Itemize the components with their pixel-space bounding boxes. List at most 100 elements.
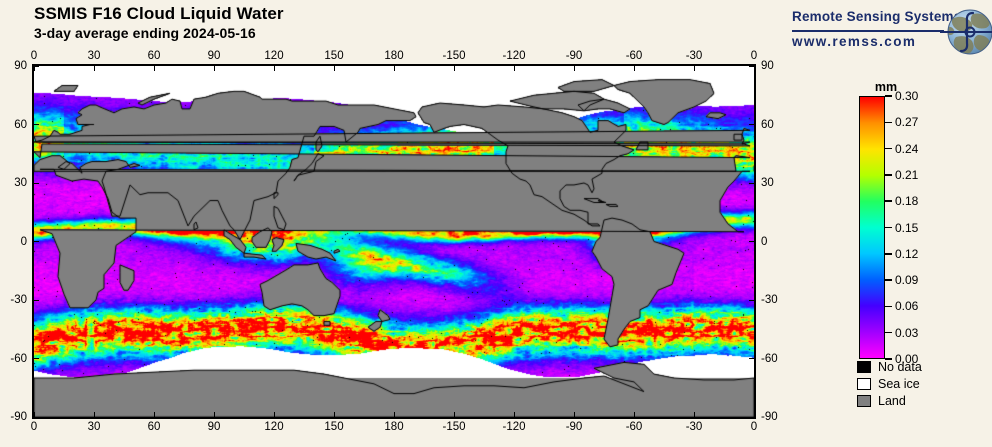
lon-tick [693,66,695,71]
lat-axis-label: -30 [761,294,778,306]
legend-swatch [857,360,871,373]
colorbar-tick [885,305,892,308]
lon-axis-label: -120 [502,50,526,62]
lon-axis-label: -60 [625,421,643,433]
lon-tick [453,412,455,417]
colorbar-tick-label: 0.24 [895,141,919,156]
lon-tick [333,66,335,71]
colorbar-tick-label: 0.03 [895,325,919,340]
lon-axis-label: -30 [685,421,703,433]
colorbar-tick-label: 0.30 [895,89,919,103]
legend-label: No data [878,359,922,374]
lat-tick [749,241,754,242]
lat-tick [34,241,39,242]
lon-axis-label: 30 [87,421,101,433]
lon-tick [453,66,455,71]
lon-axis-label: -120 [502,421,526,433]
brand-url[interactable]: www.remss.com [792,34,917,49]
colorbar-unit-label: mm [874,80,898,94]
lon-axis-label: 90 [207,421,221,433]
map-legend-key: No data Sea ice Land [857,358,922,409]
lon-tick [573,412,575,417]
lon-axis-label: -90 [565,421,583,433]
lon-axis-label: 120 [264,421,284,433]
map-plot-area[interactable] [32,64,756,419]
legend-swatch [857,394,871,407]
lat-tick [34,65,39,67]
lat-tick [749,416,754,418]
lat-axis-label: -60 [10,352,27,365]
colorbar-tick [885,253,892,255]
colorbar-tick [885,226,892,229]
cloud-liquid-water-heatmap [34,66,754,417]
lon-tick [693,412,695,417]
lat-axis-label: -60 [761,352,778,365]
lat-tick [34,416,39,418]
lat-tick [749,65,754,67]
lon-tick [633,66,635,71]
colorbar-tick [885,358,892,360]
lon-axis-label: 60 [147,421,161,433]
lon-tick [153,66,155,71]
brand-divider [792,30,944,32]
lat-tick [749,124,754,125]
colorbar-tick [885,279,892,281]
lat-tick [749,182,754,184]
page-subtitle: 3-day average ending 2024-05-16 [34,25,256,41]
lat-tick [749,358,754,359]
lon-axis-label: -150 [442,50,466,62]
lon-axis-label: -30 [685,50,703,62]
colorbar-tick-label: 0.18 [895,194,919,209]
lat-tick [749,299,754,301]
lon-axis-label: 120 [264,50,284,62]
lat-tick [34,124,39,125]
lon-axis-label: 90 [207,50,221,62]
globe-integral-logo-icon [940,5,992,61]
legend-label: Sea ice [878,376,920,391]
lon-tick [213,412,215,417]
colorbar-tick-label: 0.00 [895,352,919,366]
lon-tick [93,412,95,417]
lon-tick [273,412,275,417]
remss-branding: Remote Sensing Systems www.remss.com [792,9,992,65]
lat-axis-label: 30 [761,177,774,189]
lat-axis-label: 60 [14,118,27,131]
lon-tick [573,66,575,71]
colorbar-tick [885,174,892,176]
lon-tick [633,412,635,417]
lon-axis-label: -90 [565,50,583,62]
colorbar-tick-label: 0.21 [895,167,919,182]
legend-label: Land [878,393,906,408]
lon-tick [333,412,335,417]
lon-tick [93,66,95,71]
colorbar-tick [885,121,892,124]
legend-item: Sea ice [857,375,922,392]
colorbar-tick [885,95,892,97]
colorbar-tick [885,147,892,150]
lon-axis-label: -150 [442,421,466,433]
lat-axis-label: -30 [10,294,27,306]
title-block: SSMIS F16 Cloud Liquid Water 3-day avera… [34,4,284,42]
lon-axis-label: 150 [324,421,344,433]
lon-tick [513,66,515,71]
legend-swatch [857,377,871,390]
lon-axis-label: 30 [87,50,101,62]
lon-tick [513,412,515,417]
lon-axis-label: 0 [30,50,38,62]
colorbar-tick-label: 0.15 [895,220,919,235]
lat-axis-label: 30 [14,177,27,189]
lat-tick [34,358,39,359]
lat-axis-label: 0 [761,235,768,248]
lat-tick [34,182,39,184]
page-title: SSMIS F16 Cloud Liquid Water [34,4,284,23]
lon-tick [393,412,395,417]
lat-axis-label: -90 [761,411,778,423]
lat-tick [34,299,39,301]
lat-axis-label: 90 [761,60,774,72]
colorbar-tick-label: 0.06 [895,299,919,314]
brand-name: Remote Sensing Systems [792,9,962,24]
lon-axis-label: 0 [750,50,758,62]
lat-axis-label: 90 [14,60,27,72]
colorbar-gradient [859,96,885,359]
